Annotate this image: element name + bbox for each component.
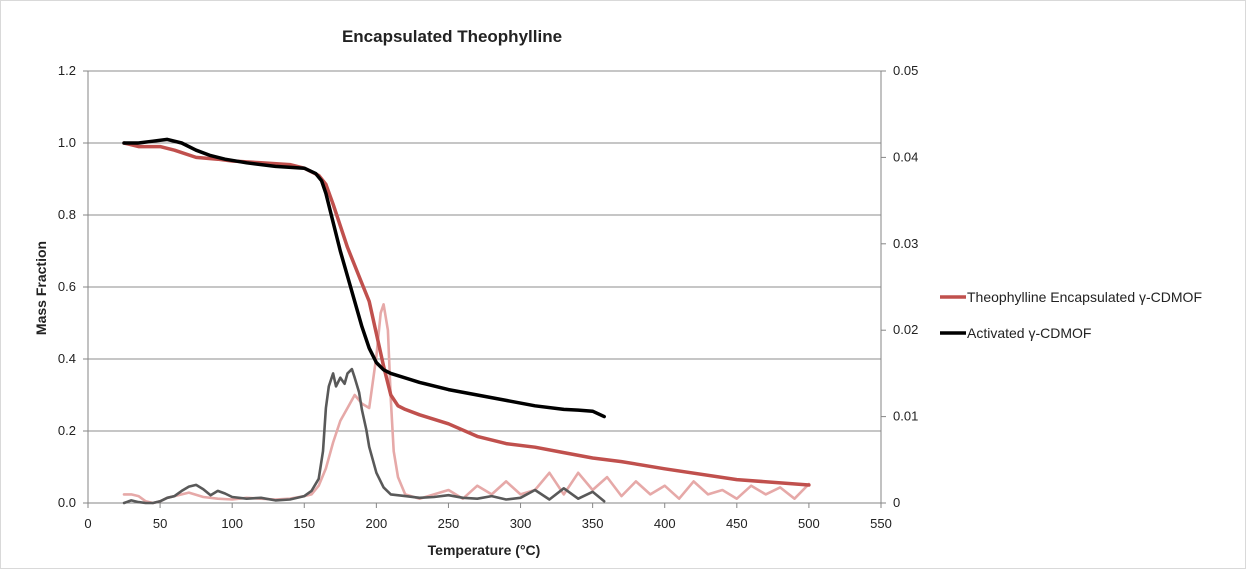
series-line-derivative-activated [122, 367, 606, 505]
legend-label-activated: Activated γ-CDMOF [967, 325, 1091, 341]
x-tick-label: 100 [221, 516, 243, 531]
x-tick-label: 300 [510, 516, 532, 531]
x-tick-label: 150 [293, 516, 315, 531]
y2-tick-label: 0.02 [893, 322, 918, 337]
x-tick-label: 250 [438, 516, 460, 531]
y-tick-label: 0.8 [58, 207, 76, 222]
y2-tick-label: 0.03 [893, 236, 918, 251]
y2-tick-label: 0.05 [893, 63, 918, 78]
gridlines [88, 70, 881, 432]
y-tick-label: 0.6 [58, 279, 76, 294]
x-tick-label: 350 [582, 516, 604, 531]
y-tick-label: 0.4 [58, 351, 76, 366]
x-tick-label: 550 [870, 516, 892, 531]
y-tick-label: 0.0 [58, 495, 76, 510]
y2-tick-label: 0.01 [893, 409, 918, 424]
y-tick-label: 0.2 [58, 423, 76, 438]
x-axis-label: Temperature (°C) [428, 542, 541, 558]
series-line-derivative-theophylline [122, 302, 811, 505]
tick-labels: 0.0 0.2 0.4 0.6 0.8 1.0 1.2 0 0.01 0.02 0.03 0.04 0.… [58, 63, 918, 531]
legend-label-theophylline-encapsulated: Theophylline Encapsulated γ-CDMOF [967, 289, 1202, 305]
legend: Theophylline Encapsulated γ-CDMOF Activa… [940, 289, 1202, 341]
y-tick-label: 1.2 [58, 63, 76, 78]
y2-tick-label: 0 [893, 495, 900, 510]
x-tick-label: 200 [366, 516, 388, 531]
x-tick-label: 400 [654, 516, 676, 531]
y-tick-label: 1.0 [58, 135, 76, 150]
x-tick-label: 450 [726, 516, 748, 531]
chart-title: Encapsulated Theophylline [342, 27, 562, 46]
y2-tick-label: 0.04 [893, 149, 918, 164]
x-tick-label: 50 [153, 516, 167, 531]
series-lines [122, 137, 811, 505]
x-tick-label: 0 [84, 516, 91, 531]
series-line-activated [122, 137, 606, 419]
x-tick-label: 500 [798, 516, 820, 531]
axes [83, 70, 886, 508]
y-axis-label: Mass Fraction [33, 241, 49, 335]
